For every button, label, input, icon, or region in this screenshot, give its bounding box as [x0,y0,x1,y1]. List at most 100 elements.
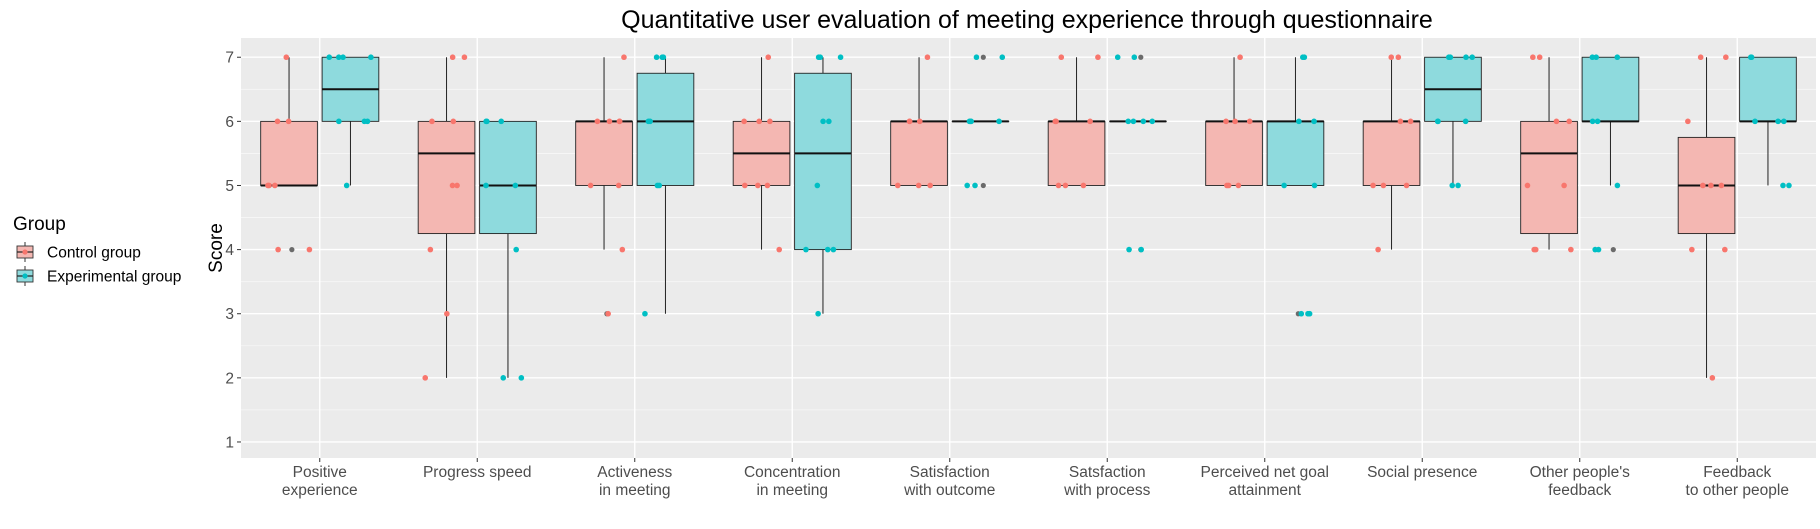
boxes [260,54,1797,378]
x-tick-label: Activeness [597,464,672,481]
data-point [1524,182,1531,189]
box-rect [479,120,537,235]
legend-title: Group [13,214,66,235]
data-point [1130,118,1137,125]
x-tick-label: with process [1063,482,1150,499]
data-point [1536,54,1543,61]
data-point [1087,118,1093,125]
box-control [890,57,948,186]
data-point [275,246,281,253]
data-point [1388,54,1395,61]
data-point [814,182,821,189]
data-point [972,182,978,189]
x-tick-label: in meeting [756,482,828,499]
box-control [1047,57,1106,186]
data-point [756,118,762,125]
x-tick-label: Social presence [1367,464,1477,481]
data-point [1700,182,1706,189]
data-point [1530,54,1536,61]
data-point [1370,182,1376,189]
data-point [1445,54,1452,61]
data-point [1149,118,1156,125]
data-point [916,118,923,125]
data-point [776,246,783,253]
data-point [1237,54,1243,61]
data-point [274,118,281,125]
legend-key-point [22,273,28,279]
box-rect [575,120,633,186]
data-point [906,118,913,125]
data-point [1223,118,1229,125]
legend-label: Control group [47,245,141,262]
data-point [1235,182,1242,189]
data-point [1594,118,1601,125]
plot-panel [241,38,1816,458]
data-point [266,182,272,189]
data-point [1752,118,1758,125]
data-point [1114,54,1121,61]
data-point [1311,182,1318,189]
data-point [1395,54,1402,61]
legend-item-experimental: Experimental group [16,266,181,286]
data-point [444,310,450,317]
data-point [335,54,342,61]
data-point [461,54,468,61]
data-point [454,182,460,189]
data-point [656,182,663,189]
data-point [368,54,374,61]
outlier-point [289,247,295,253]
x-tick-label: Concentration [744,464,841,481]
box-rect [636,72,695,186]
legend-key-point [22,249,28,255]
box-experimental [321,56,380,186]
data-point [1781,118,1787,125]
data-point [765,54,772,61]
data-point [837,54,844,61]
y-tick-label: 6 [225,114,234,131]
data-point [894,182,901,189]
data-point [1095,54,1101,61]
data-point [1748,54,1755,61]
y-axis: 1 2 3 4 5 6 7 [225,50,241,451]
x-tick-label: Positive [293,464,347,481]
data-point [606,118,613,125]
data-point [1463,54,1469,61]
data-point [1708,182,1714,189]
x-tick-label: feedback [1548,482,1611,499]
data-point [999,54,1006,61]
data-point [741,182,748,189]
data-point [1455,182,1461,189]
data-point [306,246,313,253]
x-tick-label: Other people's [1530,464,1631,481]
box-control [1362,57,1421,250]
data-point [1246,118,1253,125]
y-tick-label: 1 [225,434,234,451]
box-rect [890,120,948,186]
data-point [1722,246,1728,253]
data-point [483,182,489,189]
data-point [483,118,489,125]
y-tick-label: 5 [225,178,234,195]
data-point [1407,118,1414,125]
y-tick-label: 4 [225,242,234,259]
data-point [817,54,824,61]
x-tick-label: attainment [1229,482,1302,499]
box-control [732,57,791,250]
data-point [1062,182,1069,189]
data-point [826,118,832,125]
data-point [660,54,667,61]
data-point [1561,182,1567,189]
box-rect [260,120,318,186]
y-axis-label: Score [206,223,227,273]
box-rect [1739,56,1797,122]
outlier-point [980,182,986,189]
data-point [1397,118,1404,125]
data-point [1311,118,1317,125]
data-point [1281,182,1287,189]
box-rect [794,72,852,251]
data-point [336,118,342,125]
data-point [741,118,747,125]
box-rect [1520,120,1578,235]
data-point [500,375,507,381]
box-experimental [794,57,852,314]
